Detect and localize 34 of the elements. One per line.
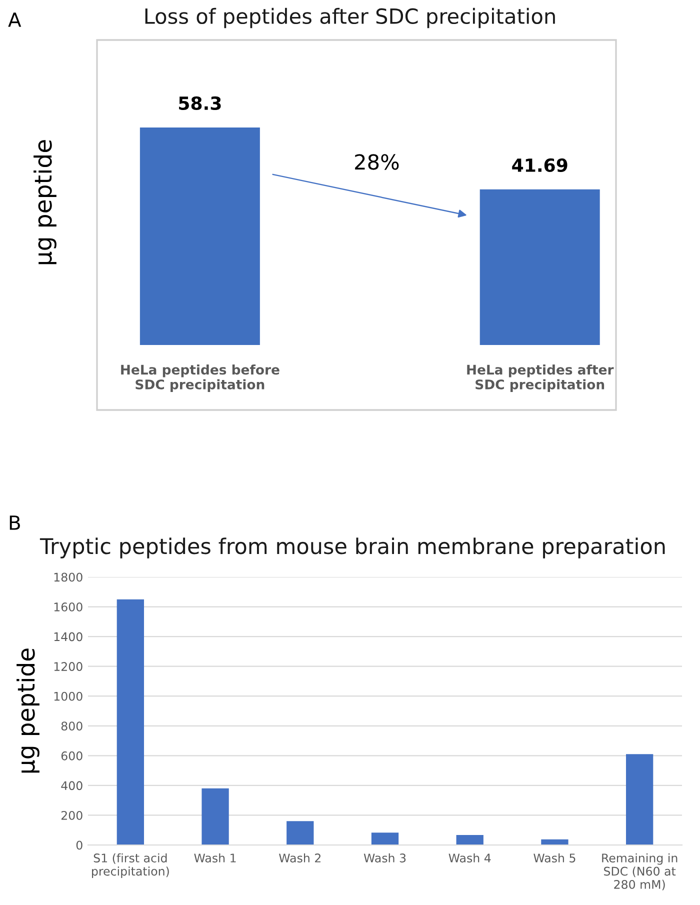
chart-title: Loss of peptides after SDC precipitation — [145, 8, 555, 28]
x-tick-label: Wash 5 — [534, 853, 576, 862]
text: A — [8, 12, 22, 27]
text: B — [10, 516, 20, 530]
bar — [456, 835, 484, 845]
chart-title: Tryptic peptides from mouse brain membrane preparation — [40, 538, 665, 558]
x-tick-label: Remaining in SDC (N60 at 280 mM) — [602, 853, 678, 890]
bar — [371, 832, 399, 845]
y-tick-label: 0 — [76, 840, 82, 850]
y-tick-label: 1000 — [54, 692, 82, 701]
y-tick-label: 1600 — [54, 602, 82, 612]
bar — [626, 754, 654, 845]
y-axis-title: µg peptide — [34, 140, 56, 264]
bar — [286, 821, 314, 845]
y-axis-title: µg peptide — [16, 648, 40, 773]
data-label: 58.3 — [179, 96, 221, 110]
bar — [116, 599, 144, 845]
x-tick-label: Wash 2 — [279, 853, 320, 862]
x-tick-label: Wash 4 — [448, 853, 491, 862]
x-tick-label: S1 (first acid precipitation) — [92, 853, 169, 878]
y-tick-label: 400 — [61, 781, 82, 790]
bar — [202, 788, 229, 845]
y-tick-label: 200 — [61, 810, 82, 820]
y-tick-label: 1200 — [54, 662, 82, 671]
y-tick-label: 600 — [61, 751, 82, 760]
x-tick-label: Wash 3 — [364, 853, 406, 862]
x-tick-label: Wash 1 — [194, 853, 236, 862]
y-tick-label: 1400 — [54, 632, 82, 642]
y-tick-label: 1800 — [54, 572, 82, 582]
data-label: 41.69 — [512, 158, 568, 172]
annotation: 28% — [355, 154, 399, 170]
x-tick-label: HeLa peptides after SDC precipitation — [467, 364, 614, 392]
y-tick-label: 800 — [61, 722, 82, 731]
x-tick-label: HeLa peptides before SDC precipitation — [121, 364, 280, 392]
